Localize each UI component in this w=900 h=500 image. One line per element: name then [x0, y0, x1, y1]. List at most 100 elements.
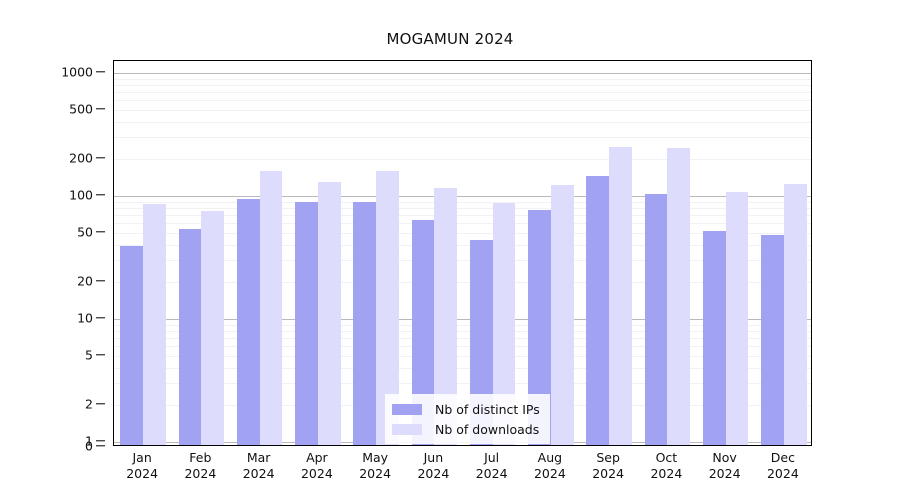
bar-distinct-ips — [295, 202, 318, 445]
bar-group — [120, 61, 166, 445]
y-axis-tick-label: 100 — [69, 187, 93, 203]
x-axis-tick-month: Apr — [306, 450, 328, 465]
gridline-minor — [114, 367, 811, 369]
x-axis-tick-month: Mar — [246, 450, 271, 465]
x-axis-tick-label: Dec 2024 — [754, 450, 812, 482]
x-axis-tick-year: 2024 — [126, 466, 159, 481]
gridline-minor — [114, 121, 811, 123]
bar-distinct-ips — [353, 202, 377, 445]
x-axis-tick-month: May — [362, 450, 389, 465]
y-axis-tick-mark — [96, 403, 105, 405]
bar-distinct-ips — [644, 194, 668, 445]
x-axis-tick-month: Aug — [537, 450, 563, 465]
x-axis-tick-year: 2024 — [592, 466, 625, 481]
bar-group — [761, 61, 807, 445]
x-axis-tick-month: Jun — [423, 450, 444, 465]
gridline-minor — [114, 137, 811, 139]
gridline-major — [114, 73, 811, 74]
bar-downloads — [783, 184, 807, 445]
bar-group — [178, 61, 225, 445]
legend-item-label: Nb of distinct IPs — [435, 401, 540, 417]
bar-group — [644, 61, 691, 445]
x-axis-tick-label: Oct 2024 — [637, 450, 695, 482]
gridline-minor — [114, 215, 811, 217]
x-axis-tick-label: Feb 2024 — [171, 450, 229, 482]
x-axis: Jan 2024 Feb 2024 Mar 2024 Apr 2024 May 2024 Jun 20… — [113, 450, 812, 495]
bar-distinct-ips — [761, 235, 784, 445]
gridline-minor — [114, 324, 811, 326]
bar-distinct-ips — [586, 176, 610, 445]
bar-group — [353, 61, 399, 445]
x-axis-tick-label: Sep 2024 — [579, 450, 637, 482]
y-axis-tick-label: 1 — [85, 433, 93, 449]
bar-distinct-ips — [528, 210, 551, 445]
y-axis-tick-mark — [96, 445, 105, 447]
y-axis-tick-mark — [96, 354, 105, 356]
y-axis-tick-label: 500 — [69, 101, 93, 117]
bar-downloads — [201, 210, 225, 445]
x-axis-tick-label: Nov 2024 — [696, 450, 754, 482]
x-axis-tick-year: 2024 — [300, 466, 333, 481]
y-axis-tick-label: 1000 — [61, 64, 93, 80]
gridline-major — [114, 319, 811, 320]
bar-group — [528, 61, 574, 445]
x-axis-tick-label: Apr 2024 — [288, 450, 346, 482]
bar-downloads — [259, 170, 283, 445]
x-axis-tick-label: Jul 2024 — [463, 450, 521, 482]
legend-swatch-downloads — [392, 423, 422, 435]
gridline-minor — [114, 207, 811, 209]
bar-downloads — [609, 147, 632, 445]
gridline-minor — [114, 233, 811, 235]
gridline-minor — [114, 356, 811, 358]
y-axis-tick-mark — [96, 231, 105, 233]
bar-distinct-ips — [236, 199, 260, 445]
x-axis-tick-month: Dec — [770, 450, 795, 465]
x-axis-tick-label: Mar 2024 — [230, 450, 288, 482]
bar-downloads — [317, 182, 341, 445]
bars-layer — [114, 61, 811, 445]
bar-group — [236, 61, 283, 445]
gridline-minor — [114, 100, 811, 102]
bar-downloads — [492, 202, 516, 445]
legend-item[interactable]: Nb of downloads — [392, 419, 540, 439]
bar-downloads — [143, 203, 166, 445]
y-axis-tick-mark — [96, 280, 105, 282]
gridline-minor — [114, 78, 811, 80]
y-axis-tick-mark — [96, 157, 105, 159]
y-axis-tick-label: 5 — [85, 347, 93, 363]
legend-item[interactable]: Nb of distinct IPs — [392, 399, 540, 419]
x-axis-tick-label: Aug 2024 — [521, 450, 579, 482]
y-axis-tick-label: 50 — [77, 224, 93, 240]
bar-group — [469, 61, 516, 445]
x-axis-tick-month: Jul — [484, 450, 500, 465]
bar-distinct-ips — [120, 245, 144, 445]
y-axis-tick-mark — [96, 440, 105, 442]
bar-group — [295, 61, 341, 445]
gridline-minor — [114, 338, 811, 340]
x-axis-tick-month: Nov — [712, 450, 737, 465]
y-axis-tick-label: 20 — [77, 273, 93, 289]
gridline-minor — [114, 158, 811, 160]
x-axis-tick-year: 2024 — [475, 466, 508, 481]
gridline-minor — [114, 110, 811, 112]
x-axis-tick-month: Jan — [132, 450, 152, 465]
chart-legend: Nb of distinct IPs Nb of downloads — [385, 394, 550, 444]
x-axis-tick-year: 2024 — [359, 466, 392, 481]
bar-downloads — [376, 170, 399, 445]
x-axis-tick-year: 2024 — [417, 466, 450, 481]
bar-distinct-ips — [702, 231, 726, 445]
x-axis-tick-label: May 2024 — [346, 450, 404, 482]
x-axis-tick-month: Oct — [655, 450, 678, 465]
y-axis-tick-mark — [96, 108, 105, 110]
gridline-minor — [114, 244, 811, 246]
y-axis-tick-label: 2 — [85, 396, 93, 412]
x-axis-tick-year: 2024 — [184, 466, 217, 481]
gridline-minor — [114, 383, 811, 385]
x-axis-tick-label: Jan 2024 — [113, 450, 171, 482]
bar-distinct-ips — [178, 228, 202, 445]
bar-downloads — [550, 185, 574, 445]
x-axis-tick-year: 2024 — [708, 466, 741, 481]
gridline-minor — [114, 281, 811, 283]
bar-distinct-ips — [411, 219, 435, 445]
gridline-minor — [114, 260, 811, 262]
